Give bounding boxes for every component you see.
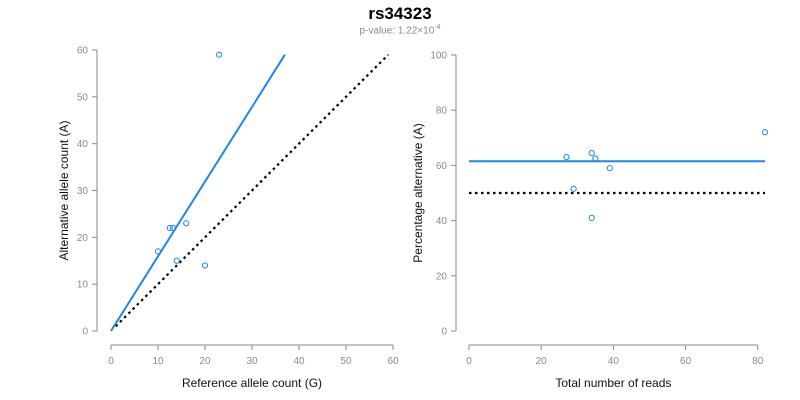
x-tick-label: 80 — [752, 356, 764, 367]
data-point — [216, 51, 223, 58]
p-value-exponent: -4 — [434, 24, 441, 31]
x-axis-title: Reference allele count (G) — [182, 376, 322, 390]
data-point — [606, 165, 613, 172]
x-tick-label: 0 — [466, 356, 472, 367]
data-point — [761, 129, 769, 136]
data-point — [592, 155, 599, 162]
x-tick-label: 50 — [340, 356, 352, 367]
y-tick-label: 60 — [436, 161, 448, 172]
data-point — [201, 262, 209, 269]
y-tick-label: 0 — [441, 327, 447, 338]
data-point — [154, 248, 162, 255]
percentage-alternative-panel: 0 20 40 60 80 0 20 40 60 80 100 Total number of rea… — [411, 51, 769, 390]
data-point — [588, 149, 595, 157]
data-point — [166, 224, 173, 232]
data-point — [173, 257, 180, 264]
y-axis-title: Alternative allele count (A) — [57, 120, 71, 260]
y-tick-label: 60 — [77, 46, 89, 57]
p-value-subtitle: p-value: 1.22×10-4 — [0, 24, 800, 36]
y-tick-label: 10 — [77, 280, 89, 291]
y-tick-label: 20 — [436, 271, 448, 282]
x-tick-label: 60 — [387, 356, 399, 367]
x-tick-label: 0 — [108, 356, 114, 367]
x-axis-title: Total number of reads — [555, 376, 671, 390]
y-tick-label: 30 — [77, 186, 89, 197]
allele-count-scatter-panel: 0 10 20 30 40 50 60 0 10 20 30 40 50 60 Reference alle… — [57, 46, 399, 391]
fit-line — [110, 54, 286, 332]
y-tick-label: 100 — [430, 51, 447, 62]
x-tick-label: 60 — [680, 356, 692, 367]
y-tick-label: 50 — [77, 92, 89, 103]
data-point — [183, 220, 190, 227]
x-tick-label: 40 — [293, 356, 305, 367]
data-point — [570, 185, 577, 192]
x-tick-label: 30 — [246, 356, 258, 367]
y-tick-label: 40 — [77, 139, 89, 150]
data-point — [169, 224, 177, 232]
chart-title: rs34323 — [368, 4, 432, 23]
x-tick-label: 40 — [608, 356, 620, 367]
y-tick-label: 0 — [82, 327, 88, 338]
x-tick-label: 20 — [536, 356, 548, 367]
p-value-text: p-value: 1.22×10 — [359, 25, 435, 37]
data-point — [563, 154, 570, 161]
y-tick-label: 80 — [436, 106, 448, 117]
y-tick-label: 20 — [77, 233, 89, 244]
y-axis-title: Percentage alternative (A) — [411, 123, 425, 262]
x-tick-label: 10 — [152, 356, 164, 367]
y-tick-label: 40 — [436, 216, 448, 227]
reference-line — [114, 53, 390, 328]
data-point — [588, 214, 595, 221]
x-tick-label: 20 — [199, 356, 211, 367]
